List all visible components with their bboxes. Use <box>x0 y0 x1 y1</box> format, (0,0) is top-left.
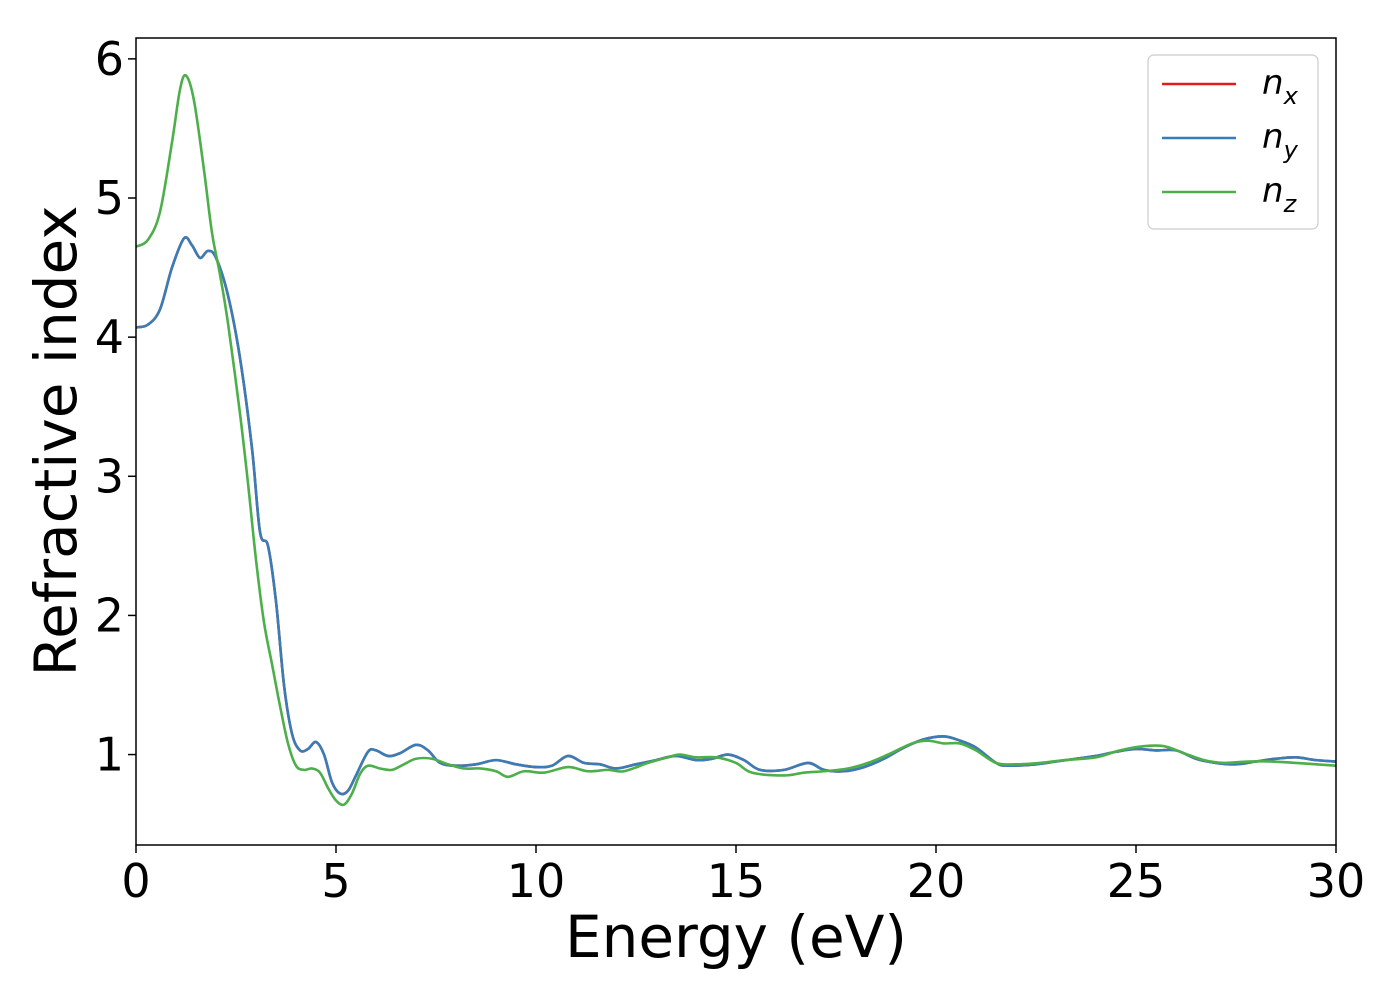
x-axis-ticks: 0 5 10 15 20 25 30 <box>121 845 1365 908</box>
y-axis-ticks: 1 2 3 4 5 6 <box>95 32 136 782</box>
x-tick-label: 20 <box>907 854 966 908</box>
x-tick-label: 5 <box>321 854 350 908</box>
x-tick-label: 30 <box>1307 854 1366 908</box>
y-tick-label: 6 <box>95 32 124 86</box>
series-line-ny <box>136 236 1336 796</box>
series-layer <box>136 73 1336 807</box>
x-tick-label: 25 <box>1107 854 1166 908</box>
y-tick-label: 4 <box>95 310 124 364</box>
series-line-nx <box>136 236 1336 796</box>
x-tick-label: 10 <box>507 854 566 908</box>
y-tick-label: 3 <box>95 449 124 503</box>
x-tick-label: 15 <box>707 854 766 908</box>
x-tick-label: 0 <box>121 854 150 908</box>
y-tick-label: 2 <box>95 588 124 642</box>
y-tick-label: 1 <box>95 728 124 782</box>
y-axis-label: Refractive index <box>22 205 90 676</box>
series-line-nz <box>136 73 1336 807</box>
y-tick-label: 5 <box>95 171 124 225</box>
x-axis-label: Energy (eV) <box>565 903 907 971</box>
legend-frame <box>1147 54 1319 230</box>
